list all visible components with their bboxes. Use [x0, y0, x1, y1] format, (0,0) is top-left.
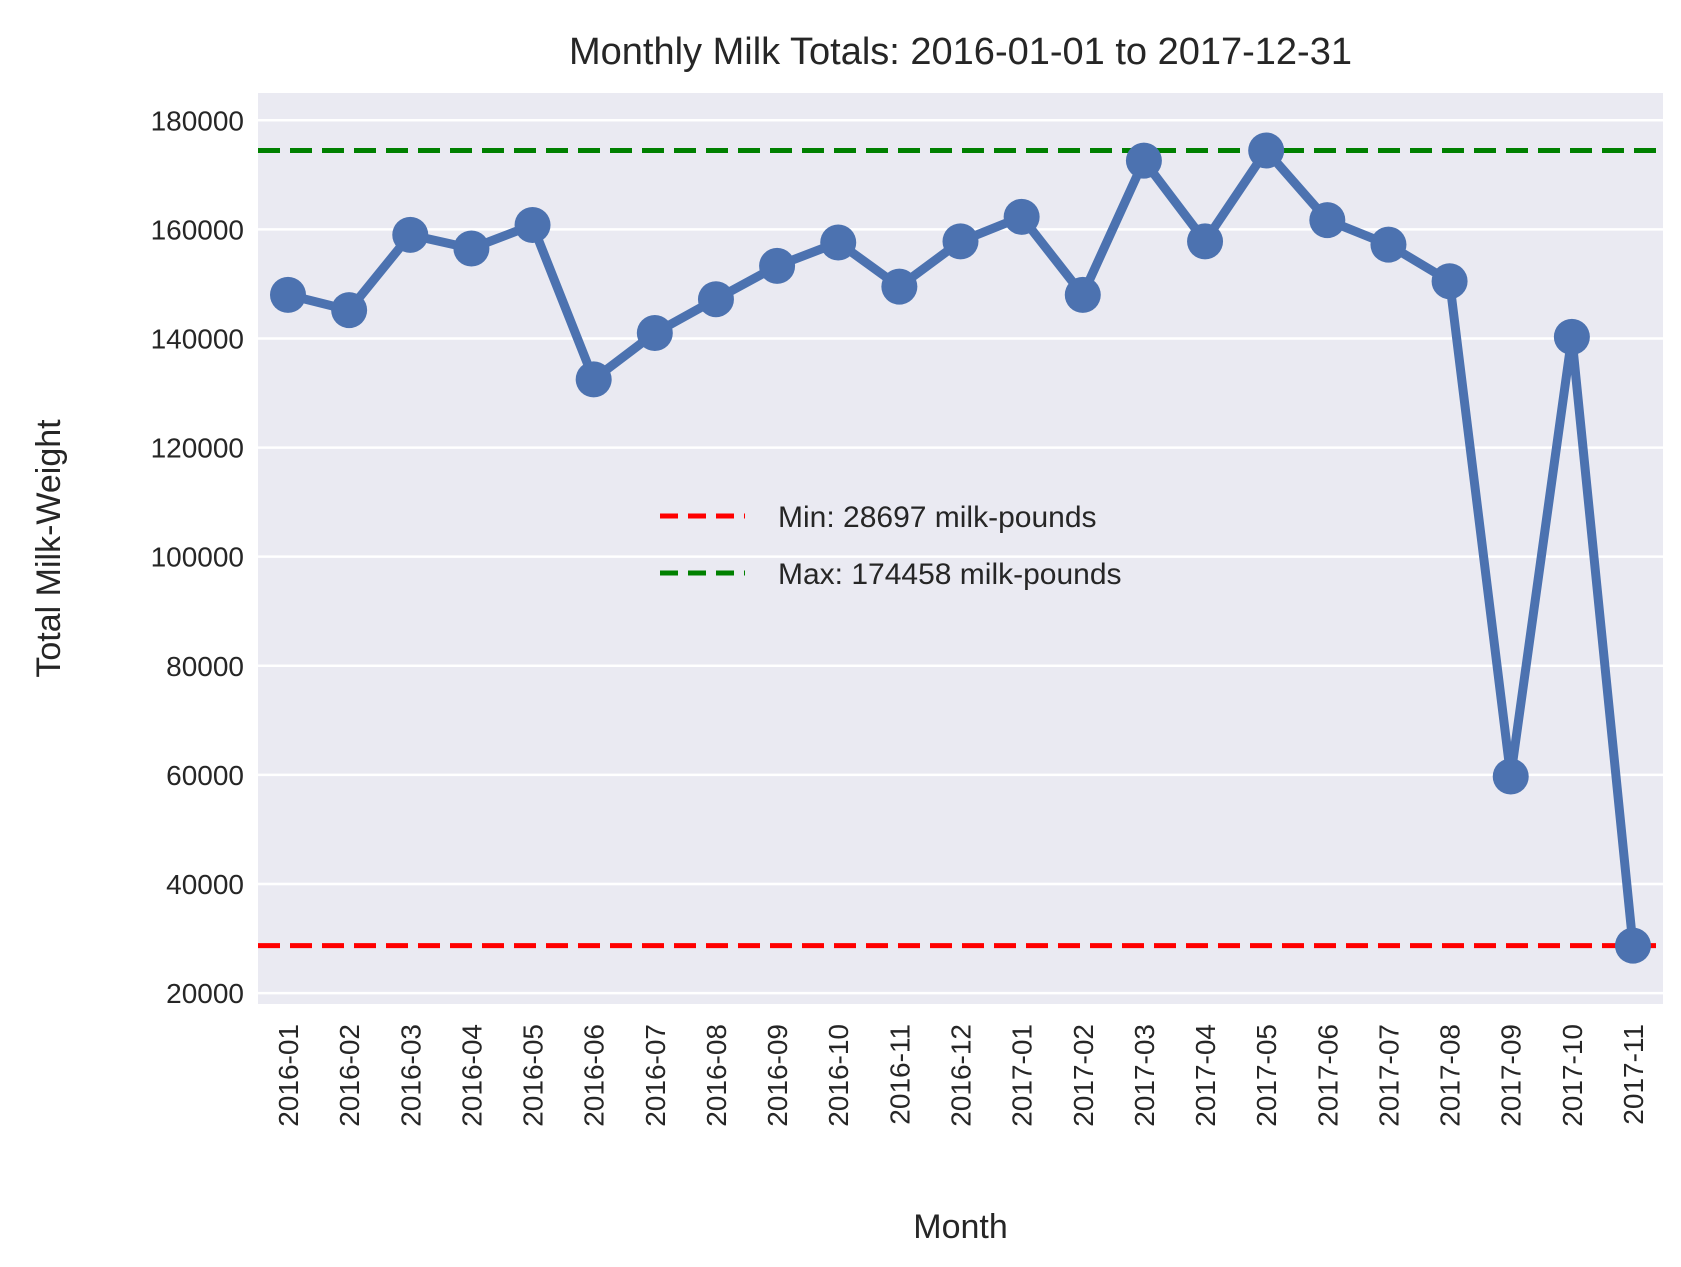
data-point: [1003, 198, 1040, 235]
x-tick-label: 2016-07: [640, 1024, 671, 1127]
data-point: [1615, 927, 1651, 964]
reference-lines: [258, 148, 1663, 949]
x-tick-label: 2016-06: [579, 1024, 610, 1127]
data-point: [881, 268, 918, 305]
y-tick-label: 20000: [166, 978, 244, 1009]
series-layer: [270, 132, 1651, 964]
x-tick-label: 2016-02: [334, 1024, 365, 1127]
y-tick-label: 60000: [166, 760, 244, 791]
data-point: [270, 276, 306, 313]
y-axis-ticks: 20000 40000 60000 80000 100000 120000 140000 16…: [151, 105, 244, 1009]
x-tick-label: 2017-02: [1068, 1024, 1099, 1127]
legend-label: Max: 174458 milk-pounds: [778, 558, 1122, 591]
x-tick-label: 2017-06: [1312, 1024, 1343, 1127]
data-point: [1309, 202, 1346, 239]
y-tick-label: 80000: [166, 651, 244, 682]
data-point: [575, 361, 612, 398]
legend-label: Min: 28697 milk-pounds: [778, 501, 1097, 534]
x-tick-label: 2016-11: [884, 1024, 915, 1125]
x-tick-label: 2017-05: [1251, 1024, 1282, 1127]
x-tick-label: 2017-11: [1618, 1024, 1649, 1125]
data-point: [1492, 758, 1529, 795]
data-point: [1187, 223, 1224, 260]
x-tick-label: 2017-01: [1007, 1024, 1038, 1127]
y-tick-label: 140000: [151, 323, 244, 354]
x-tick-label: 2016-09: [762, 1024, 793, 1127]
x-tick-label: 2017-07: [1373, 1024, 1404, 1127]
x-tick-label: 2017-04: [1190, 1024, 1221, 1127]
data-point: [1553, 318, 1590, 355]
chart-title: Monthly Milk Totals: 2016-01-01 to 2017-…: [569, 31, 1352, 73]
data-point: [1431, 263, 1468, 300]
data-point: [1064, 276, 1101, 313]
x-axis-ticks: 2016-01 2016-02 2016-03 2016-04 2016-05 2016-…: [273, 1024, 1649, 1127]
x-axis-label: Month: [913, 1208, 1008, 1246]
x-tick-label: 2017-10: [1557, 1024, 1588, 1127]
data-point: [759, 247, 796, 284]
y-tick-label: 160000: [151, 214, 244, 245]
data-point: [942, 223, 979, 260]
y-axis-label: Total Milk-Weight: [30, 419, 68, 678]
x-tick-label: 2016-05: [518, 1024, 549, 1127]
x-tick-label: 2016-12: [946, 1024, 977, 1127]
y-tick-label: 40000: [166, 869, 244, 900]
x-tick-label: 2017-09: [1496, 1024, 1527, 1127]
x-tick-label: 2016-04: [456, 1024, 487, 1127]
grid-lines: [258, 119, 1663, 995]
y-tick-label: 120000: [151, 433, 244, 464]
x-tick-label: 2016-03: [395, 1024, 426, 1127]
x-tick-label: 2016-08: [701, 1024, 732, 1127]
x-tick-label: 2017-08: [1435, 1024, 1466, 1127]
data-point: [697, 281, 734, 318]
data-point: [1370, 226, 1407, 263]
x-tick-label: 2016-01: [273, 1024, 304, 1127]
data-point: [453, 230, 490, 267]
data-point: [820, 224, 857, 261]
y-tick-label: 100000: [151, 542, 244, 573]
data-point: [1248, 132, 1285, 169]
data-point: [392, 216, 429, 253]
data-point: [331, 292, 368, 329]
data-point: [514, 207, 551, 244]
legend: Min: 28697 milk-pounds Max: 174458 milk-p…: [660, 501, 1122, 591]
data-point: [636, 315, 673, 352]
data-point: [1125, 142, 1162, 179]
x-tick-label: 2016-10: [823, 1024, 854, 1127]
x-tick-label: 2017-03: [1129, 1024, 1160, 1127]
y-tick-label: 180000: [151, 105, 244, 136]
